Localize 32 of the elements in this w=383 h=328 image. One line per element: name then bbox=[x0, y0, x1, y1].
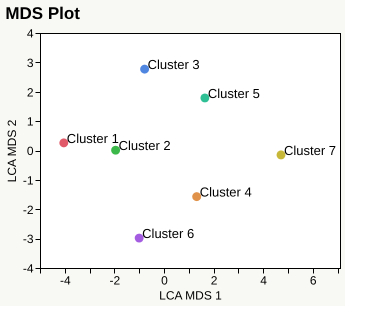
y-tick-label: 3 bbox=[26, 56, 34, 70]
point bbox=[140, 64, 150, 74]
series-label: Cluster 3 bbox=[148, 57, 200, 72]
series-label: Cluster 4 bbox=[200, 184, 252, 200]
series-label: Cluster 5 bbox=[208, 86, 260, 101]
series-label: Cluster 6 bbox=[142, 226, 194, 242]
y-tick-label: 4 bbox=[26, 26, 34, 40]
y-tick-label: -1 bbox=[22, 173, 34, 188]
point bbox=[59, 138, 68, 148]
point bbox=[200, 93, 210, 102]
y-tick-label: 0 bbox=[26, 144, 34, 158]
point bbox=[111, 146, 120, 155]
x-axis-title: LCA MDS 1 bbox=[159, 288, 222, 302]
series-label: Cluster 7 bbox=[284, 142, 336, 158]
point bbox=[276, 150, 286, 160]
point bbox=[192, 192, 202, 202]
point bbox=[134, 234, 144, 242]
y-tick-label: -4 bbox=[22, 262, 34, 276]
x-tick-label: -4 bbox=[60, 274, 71, 288]
y-tick-label: -2 bbox=[22, 202, 34, 217]
chart-title: MDS Plot bbox=[5, 4, 80, 23]
y-tick-label: -3 bbox=[22, 232, 34, 246]
x-tick-label: 2 bbox=[210, 274, 218, 288]
y-axis-title: LCA MDS 2 bbox=[4, 119, 19, 182]
x-tick-label: -2 bbox=[110, 274, 121, 288]
x-tick-label: 6 bbox=[310, 274, 317, 288]
series-label: Cluster 2 bbox=[118, 138, 171, 154]
x-tick-label: 0 bbox=[161, 274, 168, 288]
x-tick-label: 4 bbox=[260, 274, 268, 288]
series-label: Cluster 1 bbox=[66, 130, 119, 146]
y-tick-label: 1 bbox=[26, 114, 34, 129]
y-tick-label: 2 bbox=[26, 85, 34, 100]
